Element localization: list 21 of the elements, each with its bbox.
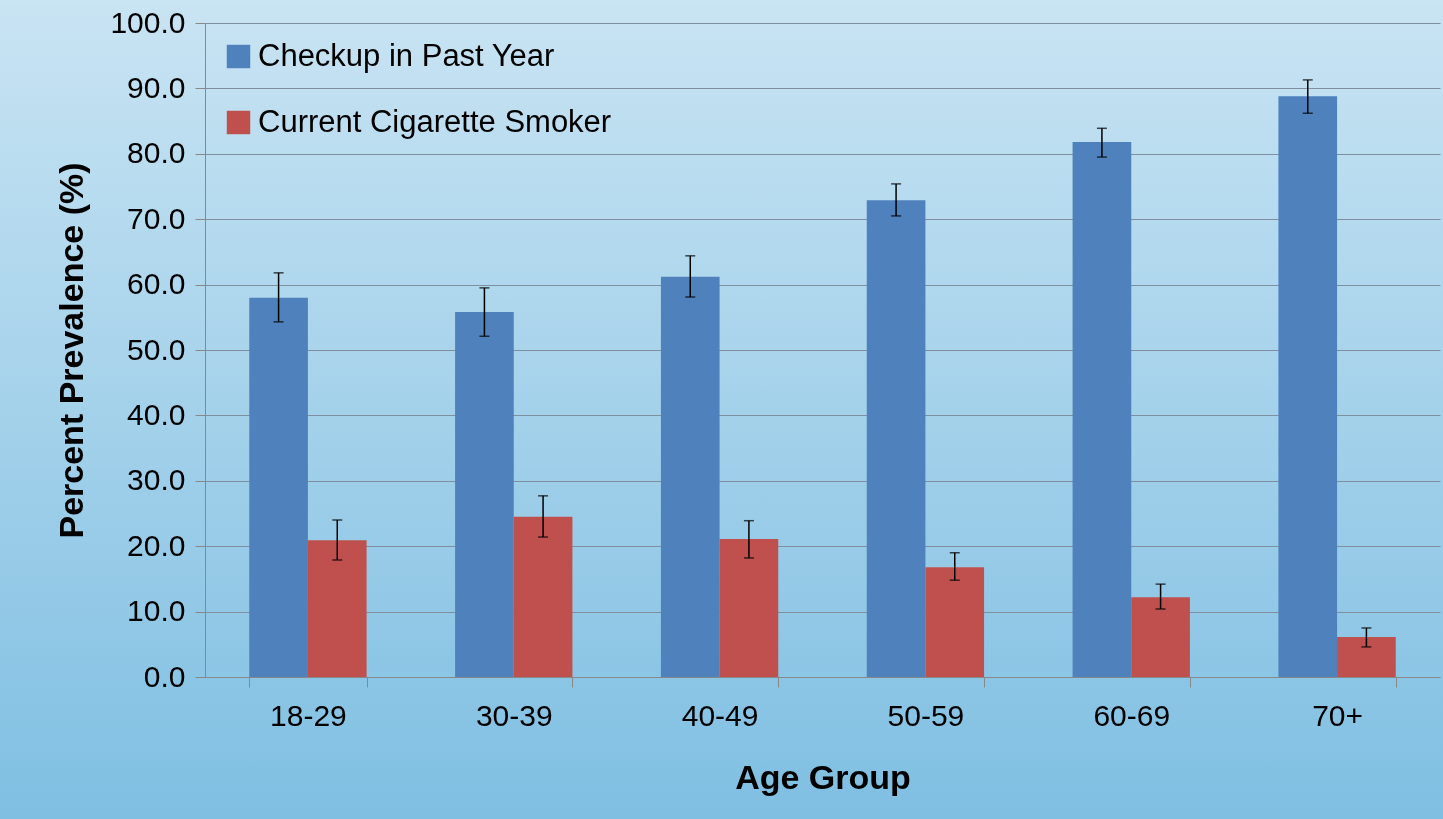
x-tick-label: 18-29: [270, 698, 347, 732]
x-tick-label: 70+: [1312, 698, 1364, 732]
y-tick-label: 40.0: [127, 397, 186, 431]
x-tick-label: 40-49: [681, 698, 759, 732]
y-tick-label: 90.0: [127, 70, 186, 104]
x-tick-label: 30-39: [475, 698, 553, 732]
y-tick-label: 80.0: [127, 136, 186, 170]
y-tick-label: 70.0: [127, 201, 186, 235]
y-tick-label: 50.0: [127, 332, 186, 366]
y-tick-label: 30.0: [127, 463, 186, 497]
y-tick-label: 10.0: [127, 594, 186, 628]
y-tick-label: 100.0: [110, 5, 186, 39]
legend-label: Current Cigarette Smoker: [258, 103, 612, 139]
y-tick-label: 20.0: [127, 528, 186, 562]
y-tick-label: 60.0: [127, 267, 186, 301]
y-tick-label: 0.0: [143, 659, 186, 693]
legend-label: Checkup in Past Year: [258, 37, 555, 73]
x-tick-label: 60-69: [1093, 698, 1171, 732]
x-axis-title: Age Group: [735, 757, 911, 796]
x-tick-label: 50-59: [887, 698, 965, 732]
y-axis-title: Percent Prevalence (%): [52, 162, 91, 539]
